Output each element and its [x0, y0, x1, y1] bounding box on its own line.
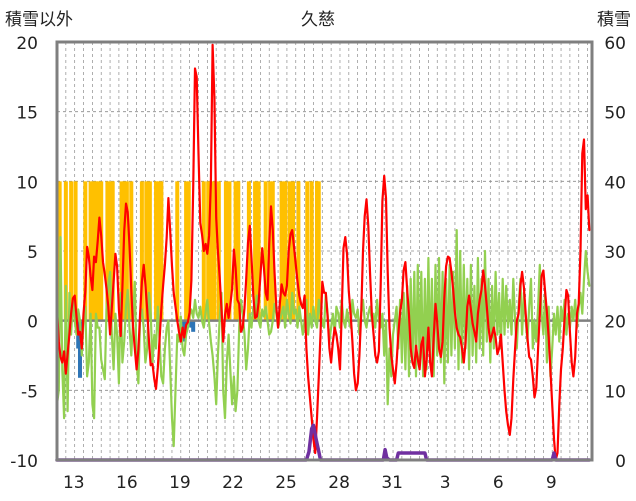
y-right-tick-label: 40 — [604, 173, 626, 193]
sunshine-bar — [233, 181, 238, 321]
chart-title: 久慈 — [301, 10, 335, 30]
x-tick-label: 22 — [222, 473, 244, 493]
x-tick-label: 28 — [328, 473, 350, 493]
y-left-tick-label: 20 — [16, 34, 38, 54]
right-tick-labels: 60 50 40 30 20 10 0 — [604, 34, 626, 472]
sunshine-bar — [184, 181, 189, 321]
x-tick-label: 13 — [63, 473, 85, 493]
sunshine-bar — [208, 181, 213, 321]
sunshine-bar — [124, 181, 129, 321]
precipitation-bar — [77, 320, 82, 378]
sunshine-bar — [186, 181, 191, 321]
x-tick-label: 6 — [493, 473, 504, 493]
sunshine-bar — [144, 181, 149, 321]
precipitation-bar — [191, 320, 196, 332]
sunshine-bar — [105, 181, 110, 321]
sunshine-bar — [69, 181, 74, 321]
y-right-tick-label: 0 — [615, 452, 626, 472]
sunshine-bar — [96, 181, 101, 321]
left-axis-label: 積雪以外 — [5, 10, 73, 30]
sunshine-bar — [139, 181, 144, 321]
y-left-tick-label: 5 — [27, 243, 38, 263]
sunshine-bar — [156, 181, 161, 321]
sunshine-bar — [236, 181, 241, 321]
sunshine-bar — [159, 181, 164, 321]
right-axis-label: 積雪 — [597, 10, 631, 30]
sunshine-bar — [256, 181, 261, 321]
x-tick-label: 25 — [275, 473, 297, 493]
sunshine-bar — [223, 181, 228, 321]
y-right-tick-label: 60 — [604, 34, 626, 54]
sunshine-bar — [129, 181, 134, 321]
bar-layer — [57, 181, 321, 378]
sunshine-bar — [253, 181, 258, 321]
sunshine-bar — [63, 181, 68, 321]
sunshine-bar — [263, 181, 268, 321]
sunshine-bar — [154, 181, 159, 321]
sunshine-bar — [309, 181, 314, 321]
sunshine-bar — [291, 181, 296, 321]
sunshine-bar — [279, 181, 284, 321]
y-left-tick-label: -5 — [21, 382, 38, 402]
temperature-series-line — [55, 43, 591, 462]
sunshine-bar — [91, 181, 96, 321]
x-tick-label: 9 — [546, 473, 557, 493]
sunshine-bar — [147, 181, 152, 321]
x-tick-labels: 13 16 19 22 25 28 31 3 6 9 — [63, 473, 557, 493]
sunshine-bar — [88, 181, 93, 321]
y-left-tick-label: 10 — [16, 173, 38, 193]
sunshine-bar — [175, 181, 180, 321]
y-left-tick-label: 15 — [16, 104, 38, 124]
sunshine-bar — [212, 181, 217, 321]
x-tick-label: 16 — [116, 473, 138, 493]
x-tick-label: 19 — [169, 473, 191, 493]
sunshine-bar — [110, 181, 115, 321]
sunshine-bar — [305, 181, 310, 321]
sunshine-bar — [119, 181, 124, 321]
sunshine-bar — [227, 181, 232, 321]
sunshine-bar — [246, 181, 251, 321]
x-tick-label: 31 — [381, 473, 403, 493]
left-tick-labels: 20 15 10 5 0 -5 -10 — [10, 34, 38, 472]
y-right-tick-label: 10 — [604, 382, 626, 402]
sunshine-bar — [73, 181, 78, 321]
sunshine-bar — [283, 181, 288, 321]
green-series-line — [55, 229, 591, 448]
gridlines — [56, 42, 592, 460]
y-left-tick-label: -10 — [10, 452, 38, 472]
y-right-tick-label: 20 — [604, 313, 626, 333]
y-right-tick-label: 50 — [604, 104, 626, 124]
y-left-tick-label: 0 — [27, 313, 38, 333]
sunshine-bar — [316, 181, 321, 321]
sunshine-bar — [83, 181, 88, 321]
plot-frame — [55, 40, 594, 462]
sunshine-bar — [268, 181, 273, 321]
sunshine-bar — [296, 181, 301, 321]
plot-border — [55, 40, 594, 462]
x-tick-label: 3 — [440, 473, 451, 493]
y-right-tick-label: 30 — [604, 243, 626, 263]
